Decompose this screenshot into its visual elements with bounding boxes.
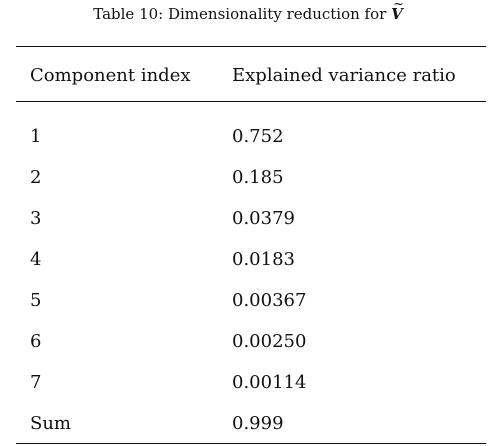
cell-component: 6 [30,331,42,352]
caption-symbol: ~ V [391,0,404,24]
cell-ratio: 0.185 [232,167,284,188]
variance-table: Component index Explained variance ratio… [16,46,486,444]
table-row-sum: Sum 0.999 [16,403,486,444]
cell-component: 5 [30,290,42,311]
table-row: 4 0.0183 [16,239,486,280]
caption-symbol-accent: ~ [393,0,404,12]
header-explained-variance-ratio: Explained variance ratio [232,46,486,102]
caption-symbol-letter: V [391,5,403,23]
table-caption: Table 10: Dimensionality reduction for ~… [0,0,496,24]
caption-text: Table 10: Dimensionality reduction for [93,5,392,23]
cell-sum-label: Sum [16,403,232,444]
header-component-index: Component index [16,46,232,102]
cell-component: 7 [30,372,42,393]
table-row: 1 0.752 [16,102,486,158]
table-row: 5 0.00367 [16,280,486,321]
cell-ratio: 0.00114 [232,372,307,393]
cell-component: 3 [30,208,42,229]
cell-ratio: 0.752 [232,126,284,147]
table-row: 3 0.0379 [16,198,486,239]
table-row: 6 0.00250 [16,321,486,362]
cell-ratio: 0.00250 [232,331,307,352]
cell-ratio: 0.00367 [232,290,307,311]
cell-sum-value: 0.999 [232,403,486,444]
cell-ratio: 0.0183 [232,249,295,270]
cell-component: 4 [30,249,42,270]
cell-ratio: 0.0379 [232,208,295,229]
table-header-row: Component index Explained variance ratio [16,46,486,102]
cell-component: 2 [30,167,42,188]
table-row: 2 0.185 [16,157,486,198]
cell-component: 1 [30,126,42,147]
table-row: 7 0.00114 [16,362,486,403]
